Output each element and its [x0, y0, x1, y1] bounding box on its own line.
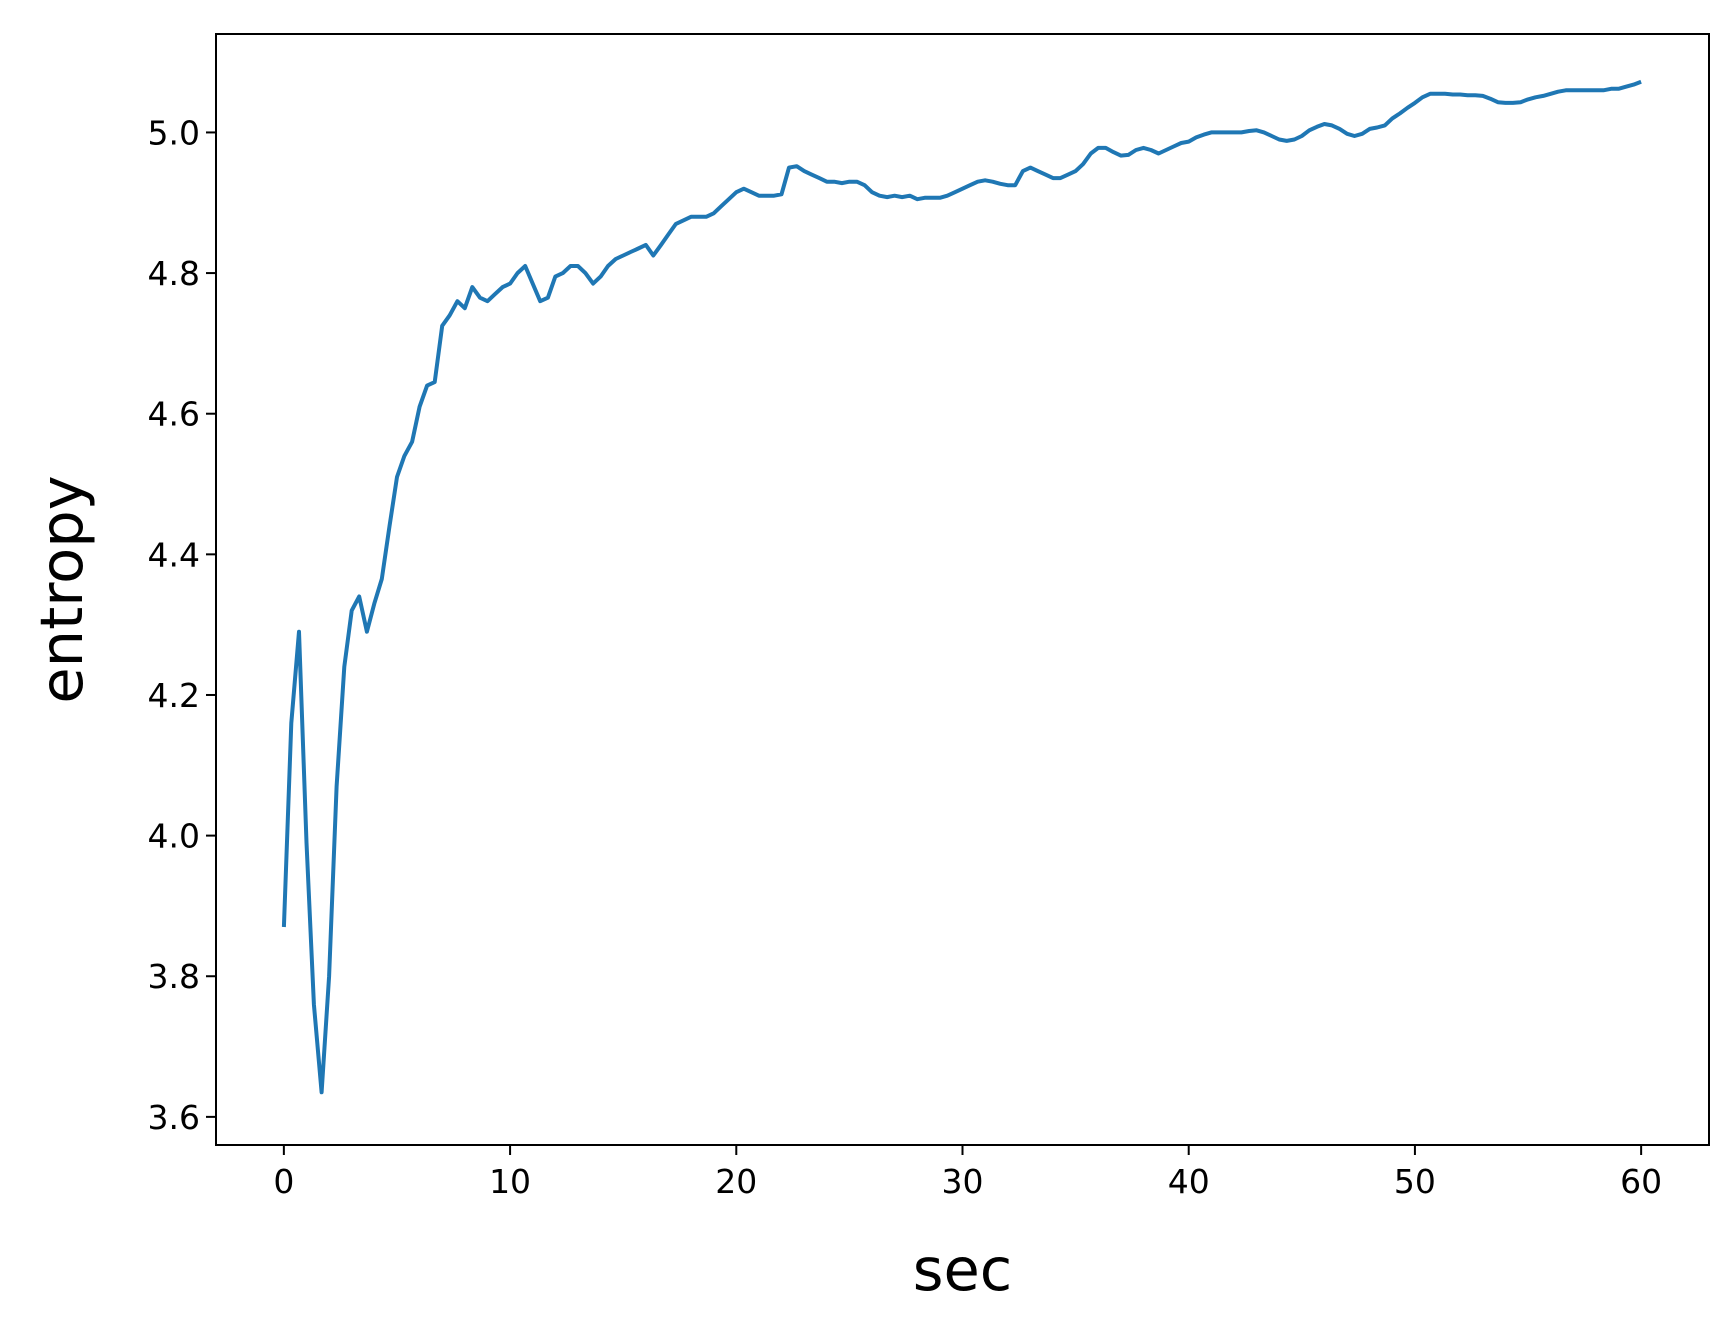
y-tick-label: 3.8 [148, 957, 200, 996]
y-tick-label: 4.8 [148, 254, 200, 293]
x-tick-label: 40 [1168, 1162, 1210, 1201]
y-tick-label: 4.2 [148, 676, 200, 715]
y-tick-label: 5.0 [148, 113, 200, 152]
y-tick-label: 3.6 [148, 1098, 200, 1137]
x-axis-ticks: 0 10 20 30 40 50 60 [273, 1145, 1662, 1201]
y-tick-label: 4.6 [148, 395, 200, 434]
y-axis-title: entropy [27, 475, 96, 703]
series-line [281, 79, 1642, 1095]
x-tick-label: 0 [273, 1162, 294, 1201]
x-tick-label: 30 [942, 1162, 984, 1201]
y-axis-ticks: 3.6 3.8 4.0 4.2 4.4 4.6 4.8 5.0 [148, 113, 216, 1137]
x-tick-label: 20 [715, 1162, 757, 1201]
plot-area-frame [215, 33, 1710, 1146]
x-tick-label: 50 [1394, 1162, 1436, 1201]
series-layer [281, 79, 1642, 1095]
axes-frame [215, 33, 1710, 1146]
y-tick-label: 4.4 [148, 535, 200, 574]
x-axis-title: sec [913, 1235, 1012, 1304]
x-tick-label: 10 [489, 1162, 531, 1201]
y-tick-label: 4.0 [148, 817, 200, 856]
x-tick-label: 60 [1620, 1162, 1662, 1201]
